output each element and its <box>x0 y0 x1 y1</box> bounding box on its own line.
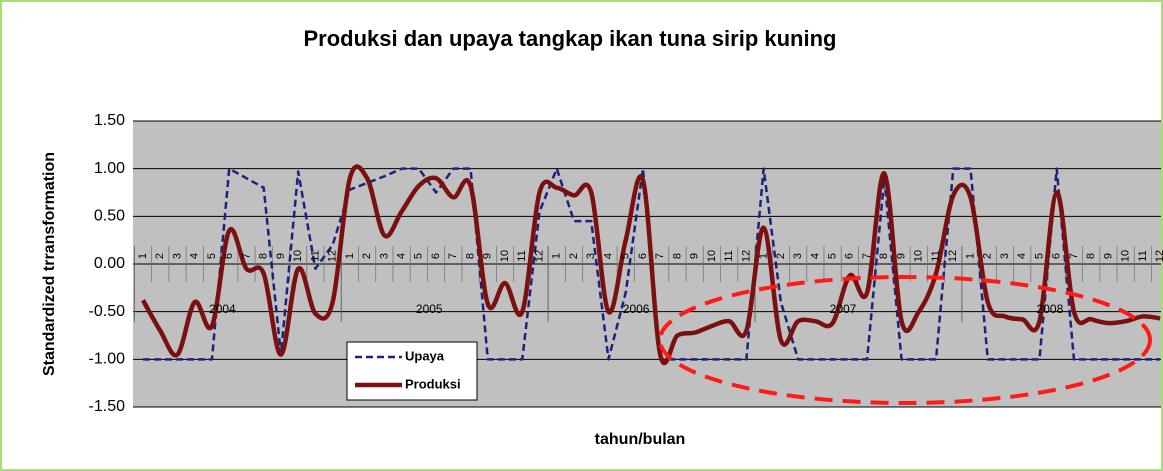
y-tick-label: -1.00 <box>89 351 126 368</box>
y-tick-label: 0.00 <box>94 255 125 272</box>
y-tick-label: 1.50 <box>94 112 125 129</box>
legend-label: Produksi <box>405 376 461 391</box>
x-tick-label: 3 <box>792 253 804 259</box>
x-tick-label: 9 <box>482 253 494 259</box>
x-tick-label: 8 <box>258 253 270 259</box>
chart-title: Produksi dan upaya tangkap ikan tuna sir… <box>304 26 837 51</box>
x-tick-label: 4 <box>602 253 614 259</box>
x-tick-label: 5 <box>413 253 425 259</box>
x-tick-label: 1 <box>137 253 149 259</box>
x-tick-label: 5 <box>620 253 632 259</box>
line-series <box>141 164 1161 366</box>
x-tick-label: 2 <box>775 253 787 259</box>
x-tick-label: 8 <box>464 253 476 259</box>
x-tick-label: 5 <box>206 253 218 259</box>
x-tick-label: 10 <box>292 250 304 262</box>
year-label: 2006 <box>623 302 650 316</box>
x-tick-label: 8 <box>878 253 890 259</box>
x-tick-label: 3 <box>999 253 1011 259</box>
x-tick-label: 10 <box>1120 250 1132 262</box>
x-tick-label: 9 <box>275 253 287 259</box>
x-tick-label: 11 <box>516 250 528 261</box>
x-tick-label: 6 <box>1051 253 1063 259</box>
x-tick-label: 3 <box>378 253 390 259</box>
x-tick-label: 11 <box>1137 250 1149 261</box>
x-tick-label: 2 <box>154 253 166 259</box>
legend-box <box>346 341 478 401</box>
legend-label: Upaya <box>405 348 445 363</box>
y-tick-label: 1.00 <box>94 160 125 177</box>
x-tick-label: 7 <box>861 253 873 259</box>
y-tick-label: -0.50 <box>89 303 126 320</box>
x-tick-label: 2 <box>982 253 994 259</box>
y-tick-label: 0.50 <box>94 208 125 225</box>
x-tick-label: 8 <box>671 253 683 259</box>
year-label: 2004 <box>209 302 236 316</box>
x-tick-label: 12 <box>947 250 959 262</box>
year-label: 2005 <box>416 302 443 316</box>
x-tick-label: 8 <box>1085 253 1097 259</box>
x-tick-label: 7 <box>1068 253 1080 259</box>
y-axis-label: Standardized trransformation <box>41 152 58 376</box>
x-tick-label: 1 <box>964 253 976 259</box>
x-tick-label: 12 <box>533 250 545 262</box>
x-tick-label: 1 <box>551 253 563 259</box>
x-axis-label: tahun/bulan <box>595 431 686 448</box>
x-tick-label: 6 <box>430 253 442 259</box>
x-tick-label: 1 <box>344 253 356 259</box>
x-tick-label: 6 <box>844 253 856 259</box>
x-tick-label: 5 <box>827 253 839 259</box>
x-tick-label: 2 <box>568 253 580 259</box>
year-label: 2007 <box>830 302 857 316</box>
x-tick-label: 11 <box>930 250 942 261</box>
x-tick-label: 7 <box>447 253 459 259</box>
x-tick-label: 4 <box>809 253 821 259</box>
lines <box>141 164 1161 366</box>
x-tick-label: 11 <box>309 250 321 261</box>
x-tick-label: 2 <box>361 253 373 259</box>
x-tick-label: 10 <box>499 250 511 262</box>
legend: Upaya Produksi <box>355 348 461 391</box>
x-tick-label: 5 <box>1033 253 1045 259</box>
x-tick-label: 12 <box>327 250 339 262</box>
x-tick-label: 3 <box>171 253 183 259</box>
x-tick-label: 10 <box>913 250 925 262</box>
year-label: 2008 <box>1037 302 1064 316</box>
x-tick-label: 6 <box>223 253 235 259</box>
x-tick-label: 4 <box>189 253 201 259</box>
highlight-ellipse <box>658 275 1152 405</box>
x-tick-label: 9 <box>895 253 907 259</box>
x-tick-label: 4 <box>1016 253 1028 259</box>
x-tick-label: 7 <box>654 253 666 259</box>
y-tick-label: -1.50 <box>89 398 126 415</box>
x-tick-label: 1 <box>758 253 770 259</box>
x-tick-label: 12 <box>1154 250 1163 262</box>
x-tick-label: 3 <box>585 253 597 259</box>
x-tick-label: 12 <box>740 250 752 262</box>
x-tick-label: 9 <box>689 253 701 259</box>
x-tick-label: 10 <box>706 250 718 262</box>
x-tick-label: 9 <box>1102 253 1114 259</box>
x-tick-label: 6 <box>637 253 649 259</box>
x-tick-label: 4 <box>396 253 408 259</box>
x-tick-label: 7 <box>240 253 252 259</box>
x-tick-label: 11 <box>723 250 735 261</box>
